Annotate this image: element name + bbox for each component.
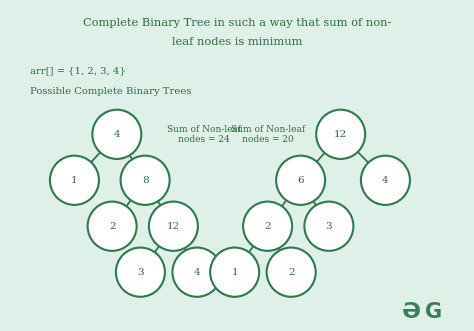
Text: Ə: Ə	[402, 302, 421, 321]
Ellipse shape	[149, 202, 198, 251]
Ellipse shape	[173, 248, 221, 297]
Ellipse shape	[116, 248, 165, 297]
Ellipse shape	[316, 110, 365, 159]
Text: 4: 4	[194, 268, 200, 277]
Ellipse shape	[243, 202, 292, 251]
Ellipse shape	[276, 156, 325, 205]
Text: 12: 12	[334, 130, 347, 139]
Ellipse shape	[304, 202, 354, 251]
Text: Possible Complete Binary Trees: Possible Complete Binary Trees	[30, 87, 191, 96]
Ellipse shape	[120, 156, 170, 205]
Text: G: G	[425, 302, 442, 321]
Text: 2: 2	[288, 268, 294, 277]
Ellipse shape	[267, 248, 316, 297]
Text: leaf nodes is minimum: leaf nodes is minimum	[172, 37, 302, 47]
Ellipse shape	[92, 110, 141, 159]
Text: 4: 4	[114, 130, 120, 139]
Text: 1: 1	[71, 176, 78, 185]
Text: arr[] = {1, 2, 3, 4}: arr[] = {1, 2, 3, 4}	[30, 66, 126, 75]
Text: 2: 2	[109, 222, 116, 231]
Text: 12: 12	[167, 222, 180, 231]
Ellipse shape	[50, 156, 99, 205]
Text: Sum of Non-leaf
nodes = 20: Sum of Non-leaf nodes = 20	[230, 124, 305, 144]
Text: 3: 3	[137, 268, 144, 277]
Ellipse shape	[361, 156, 410, 205]
Text: 1: 1	[231, 268, 238, 277]
Text: 4: 4	[382, 176, 389, 185]
Ellipse shape	[210, 248, 259, 297]
Text: 2: 2	[264, 222, 271, 231]
Text: 3: 3	[326, 222, 332, 231]
Ellipse shape	[88, 202, 137, 251]
Text: Sum of Non-leaf
nodes = 24: Sum of Non-leaf nodes = 24	[167, 124, 241, 144]
Text: 6: 6	[297, 176, 304, 185]
Text: Complete Binary Tree in such a way that sum of non-: Complete Binary Tree in such a way that …	[83, 18, 391, 28]
Text: 8: 8	[142, 176, 148, 185]
